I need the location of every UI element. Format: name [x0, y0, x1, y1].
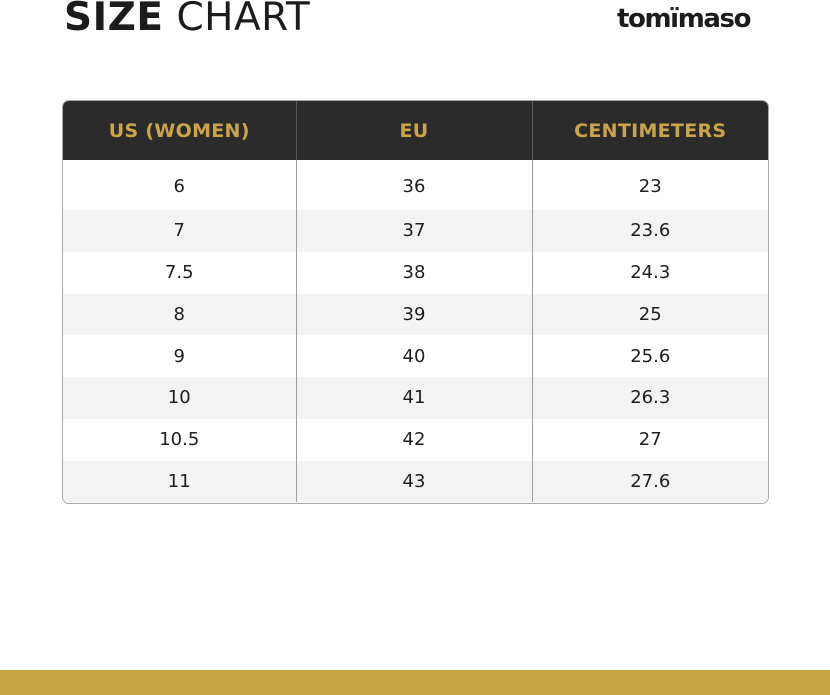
cell-cm: 23.6: [531, 210, 768, 252]
table-row: 10 41 26.3: [63, 377, 768, 419]
table-row: 11 43 27.6: [63, 460, 768, 503]
cell-cm: 25.6: [531, 335, 768, 377]
cell-us: 6: [173, 176, 185, 197]
cell-eu: 37: [295, 210, 532, 252]
cell-cm: 26.3: [531, 377, 768, 419]
cell-us: 8: [63, 293, 296, 336]
table-row: 9 40 25.6: [63, 335, 768, 377]
cell-us: 10.5: [159, 429, 200, 451]
column-header-eu: EU: [295, 101, 532, 160]
cell-eu: 40: [295, 335, 532, 377]
table-row: 6 36 23: [63, 160, 768, 210]
table-header-row: US (WOMEN) EU CENTIMETERS: [63, 101, 768, 160]
cell-eu: 39: [295, 293, 532, 336]
table-row: 10.5 42 27: [63, 418, 768, 461]
cell-us: 9: [173, 345, 185, 367]
column-header-centimeters: CENTIMETERS: [531, 101, 768, 160]
cell-us: 7: [63, 210, 296, 252]
cell-eu: 43: [295, 460, 532, 503]
table-row: 7.5 38 24.3: [63, 251, 768, 294]
table-row: 7 37 23.6: [63, 210, 768, 252]
size-chart-table: US (WOMEN) EU CENTIMETERS 6 36 23 7 37 2…: [62, 100, 769, 504]
title-bold: SIZE: [64, 0, 164, 40]
cell-cm: 23: [531, 160, 768, 210]
cell-eu: 42: [295, 418, 532, 461]
cell-us: 7.5: [164, 262, 194, 284]
table-row: 8 39 25: [63, 293, 768, 336]
cell-eu: 38: [295, 251, 532, 294]
column-header-us-women: US (WOMEN): [108, 119, 250, 142]
cell-cm: 24.3: [531, 251, 768, 294]
cell-us: 11: [63, 460, 296, 503]
cell-eu: 41: [295, 377, 532, 419]
cell-eu: 36: [295, 160, 532, 210]
page-title: SIZE CHART: [64, 0, 310, 42]
cell-us: 10: [63, 377, 296, 419]
cell-cm: 27: [531, 418, 768, 461]
footer-accent-bar: [0, 670, 830, 695]
cell-cm: 25: [531, 293, 768, 336]
brand-logo: tomïmaso: [617, 4, 751, 34]
cell-cm: 27.6: [531, 460, 768, 503]
title-light: CHART: [176, 0, 311, 40]
